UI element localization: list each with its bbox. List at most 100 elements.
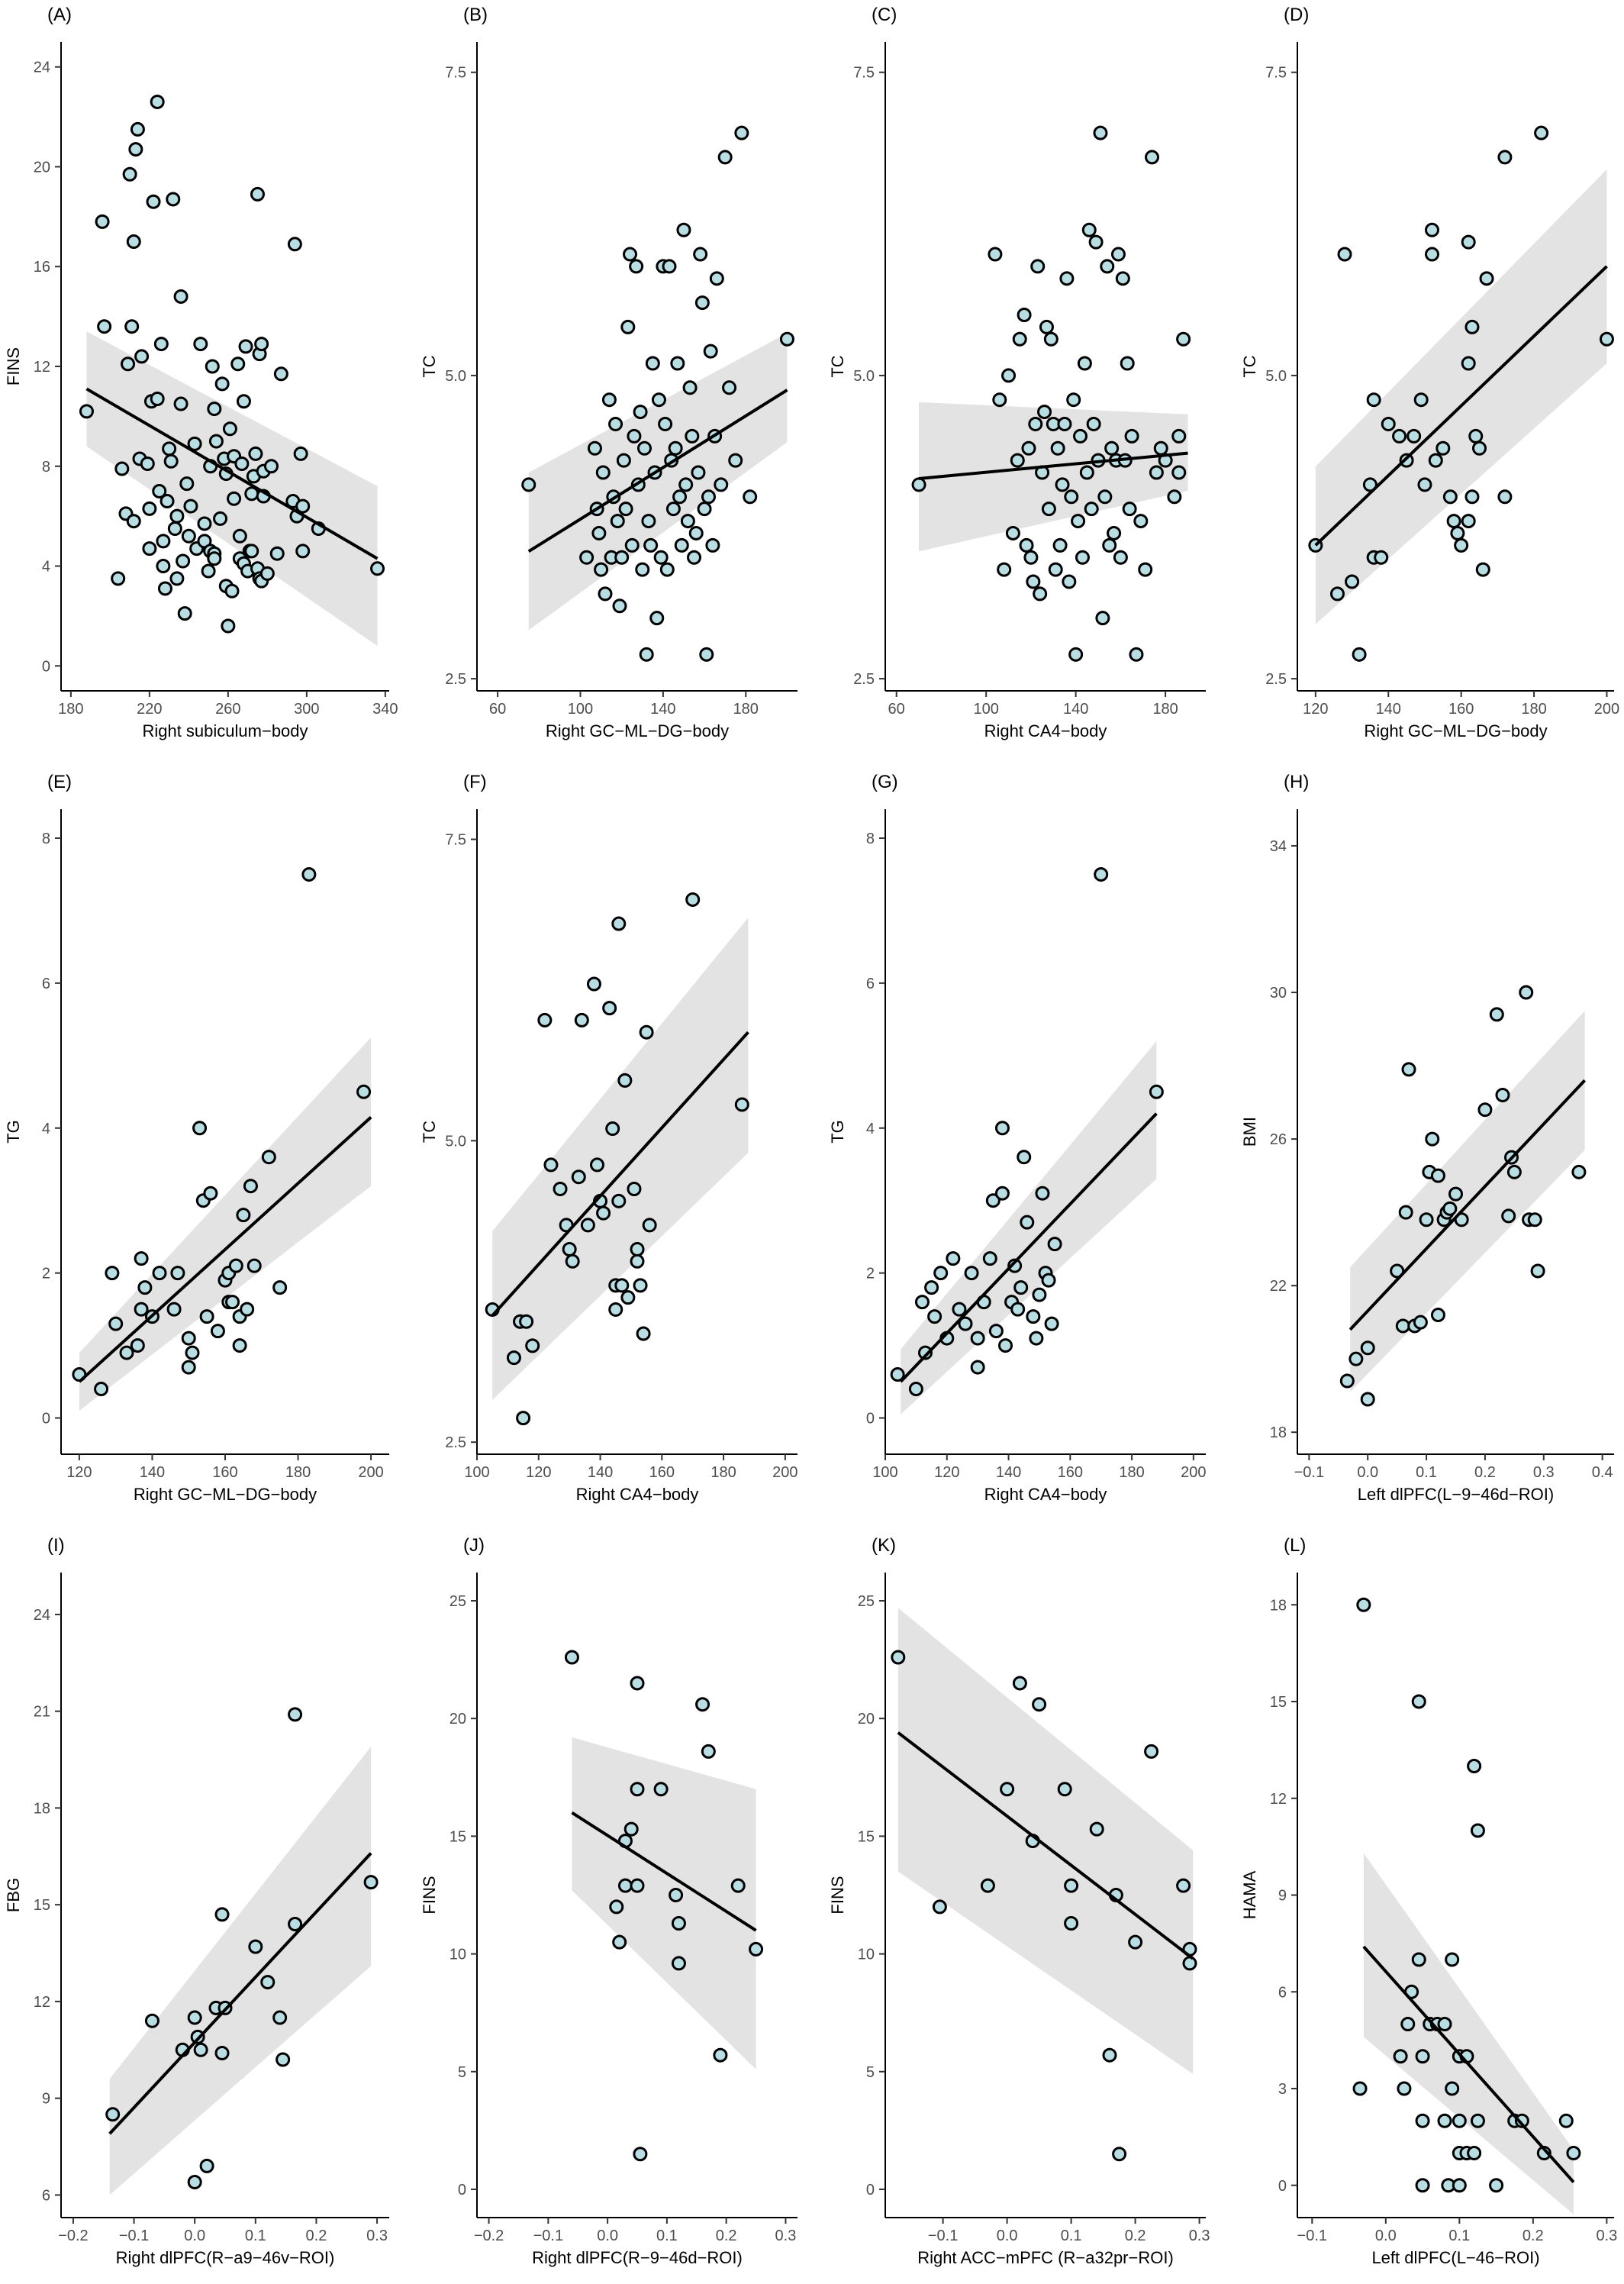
panel-1-point: [121, 356, 136, 372]
panel-1-y-tick-label: 24: [34, 60, 50, 76]
panel-9-y-tick-label: 6: [42, 2187, 50, 2204]
panel-2-point: [633, 405, 648, 420]
panel-3-y-tick-label: 5.0: [853, 368, 875, 385]
panel-12-point: [1470, 1823, 1485, 1838]
panel-3-point: [1043, 331, 1058, 347]
panel-3-point: [1037, 405, 1052, 420]
panel-8-point: [1477, 1102, 1493, 1118]
panel-1-point: [183, 498, 198, 514]
panel-12-x-tick-label: 0.2: [1522, 2228, 1544, 2244]
panel-4-point: [1399, 453, 1414, 468]
panel-5-point: [232, 1338, 247, 1353]
panel-1-point: [295, 498, 311, 514]
panel-1-point: [193, 337, 208, 352]
panel-2-point: [672, 489, 688, 505]
panel-9-regression-line: [108, 1852, 372, 2135]
panel-11-point: [1102, 2047, 1117, 2063]
panel-6-point: [553, 1182, 568, 1197]
panel-2-point: [680, 514, 695, 529]
panel-8-point: [1339, 1373, 1355, 1389]
panel-11-x-tick-label: 0.1: [1061, 2228, 1082, 2244]
panel-7-point: [998, 1338, 1013, 1353]
panel-12-point: [1467, 1759, 1482, 1773]
panel-7-point: [1020, 1215, 1035, 1230]
panel-9-y-axis-title: FBG: [4, 1878, 23, 1912]
panel-2-point: [665, 502, 681, 517]
panel-2-x-tick-label: 100: [568, 701, 593, 718]
panel-4-point: [1464, 489, 1480, 505]
panel-9-point: [288, 1707, 303, 1722]
panel-6-x-tick-label: 180: [710, 1464, 736, 1481]
panel-1: 0 4 8 12 16 20 24 180 220 260 300 340 Right subiculu…: [4, 5, 398, 740]
panel-3-point: [992, 392, 1007, 408]
panel-7-point: [927, 1309, 942, 1324]
panel-7-point: [970, 1331, 985, 1346]
panel-4-point: [1436, 440, 1451, 456]
panel-12-point: [1437, 2113, 1452, 2128]
panel-9-point: [187, 2010, 202, 2025]
panel-4-point: [1362, 477, 1378, 492]
panel-4-point: [1599, 331, 1614, 347]
panel-2-point: [595, 465, 611, 480]
panel-1-point: [173, 289, 188, 304]
panel-3-y-tick-label: 2.5: [853, 671, 875, 688]
panel-1-point: [287, 237, 302, 252]
panel-10-point: [671, 1916, 686, 1931]
panel-7-point: [890, 1367, 905, 1382]
panel-2-point: [697, 502, 712, 517]
panel-8-point: [1395, 1318, 1410, 1334]
panel-1-point: [269, 546, 285, 561]
panel-8-y-tick-label: 30: [1270, 985, 1287, 1002]
panel-1-point: [207, 551, 222, 566]
panel-4-point: [1534, 125, 1549, 140]
panel-11-x-tick-label: 0.0: [997, 2228, 1018, 2244]
panel-1-point: [114, 461, 130, 476]
panel-10-point: [617, 1878, 633, 1893]
panel-4-point: [1392, 428, 1407, 444]
panel-2-point: [639, 647, 654, 662]
panel-2-point: [643, 537, 659, 553]
panel-7-point: [1149, 1084, 1164, 1099]
panel-5-x-tick-label: 200: [358, 1464, 383, 1481]
panel-8-y-tick-label: 18: [1270, 1424, 1287, 1441]
panel-3-point: [1129, 647, 1144, 662]
panel-4-point: [1329, 586, 1345, 602]
panel-2-point: [612, 598, 627, 614]
panel-4-y-tick-label: 2.5: [1265, 671, 1287, 688]
panel-4-x-axis-title: Right GC−ML−DG−body: [1364, 721, 1547, 740]
panel-3-point: [1124, 428, 1139, 444]
panel-1-point: [248, 446, 263, 461]
panel-10-y-tick-label: 0: [458, 2182, 466, 2199]
panel-12-y-tick-label: 0: [1278, 2178, 1287, 2195]
panel-5-point: [134, 1251, 149, 1266]
panel-1-point: [111, 571, 126, 586]
panel-12-y-tick-label: 3: [1278, 2081, 1287, 2098]
panel-1-y-tick-label: 12: [34, 359, 50, 376]
panel-12-point: [1411, 1694, 1426, 1709]
panel-9-point: [260, 1975, 276, 1990]
panel-11-x-tick-label: 0.2: [1125, 2228, 1146, 2244]
panel-3-point: [1115, 271, 1130, 286]
panel-2-point: [701, 489, 716, 505]
panel-11-x-tick-label: 0.3: [1189, 2228, 1210, 2244]
panel-6-point: [642, 1218, 657, 1233]
panel-4-point: [1497, 489, 1513, 505]
panel-2-y-tick-label: 2.5: [445, 671, 466, 688]
panel-4-point: [1381, 416, 1396, 431]
panel-9-point: [363, 1875, 379, 1890]
panel-6-y-tick-label: 2.5: [445, 1434, 466, 1451]
panel-12-point: [1393, 2049, 1408, 2064]
panel-2-point: [594, 562, 609, 577]
panel-3-point: [1077, 356, 1092, 371]
panel-2-point: [691, 465, 706, 480]
panel-10-y-tick-label: 15: [450, 1828, 466, 1845]
panel-4-point: [1417, 477, 1432, 492]
panel-8-point: [1413, 1315, 1428, 1330]
panel-8-x-tick-label: 0.4: [1592, 1464, 1613, 1481]
panel-6-point: [571, 1169, 586, 1185]
panel-4-point: [1461, 514, 1476, 529]
panel-11-point: [1128, 1934, 1143, 1950]
panel-1-point: [157, 581, 172, 596]
panel-1-point: [97, 319, 112, 334]
panel-9-x-tick-label: 0.3: [366, 2228, 388, 2244]
